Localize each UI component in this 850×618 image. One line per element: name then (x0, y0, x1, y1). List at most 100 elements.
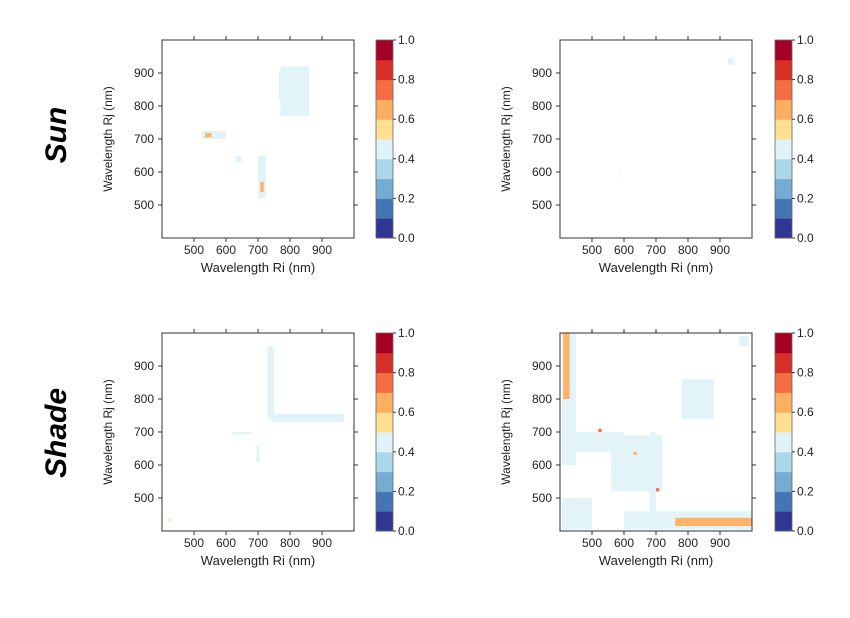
colorbar-tick-label: 0.2 (398, 191, 415, 205)
colorbar-tick-label: 0.8 (398, 366, 415, 380)
x-tick-label: 600 (614, 243, 634, 257)
heatmap-cell (278, 71, 295, 100)
heatmap-cell (256, 445, 260, 462)
colorbar-swatch (775, 178, 792, 199)
colorbar-swatch (775, 40, 792, 61)
x-axis-label: Wavelength Ri (nm) (599, 260, 713, 275)
colorbar-tick-label: 0.2 (797, 191, 814, 205)
y-axis-label: Wavelength Rj (nm) (499, 86, 513, 192)
colorbar-swatch (376, 451, 393, 473)
x-tick-label: 900 (312, 536, 332, 550)
x-axis-label: Wavelength Ri (nm) (201, 553, 315, 568)
heatmap-cell (168, 519, 171, 522)
y-tick-label: 600 (532, 458, 552, 472)
colorbar-swatch (376, 40, 393, 61)
colorbar-swatch (376, 158, 393, 180)
colorbar-tick-label: 0.4 (797, 152, 814, 166)
colorbar-swatch (376, 412, 393, 433)
colorbar-tick-label: 1.0 (797, 326, 814, 340)
colorbar-swatch (775, 139, 792, 160)
heatmap-cell (270, 413, 345, 423)
colorbar-frame (375, 39, 394, 239)
x-tick-label: 500 (184, 536, 204, 550)
colorbar-tick-label: 0.6 (797, 112, 814, 126)
colorbar-tick-label: 0.0 (398, 524, 415, 538)
colorbar-tick-label: 0.2 (797, 484, 814, 498)
y-axis-label: Wavelength Rj (nm) (101, 379, 115, 485)
y-tick-label: 800 (532, 99, 552, 113)
colorbar-swatch (376, 372, 393, 393)
y-tick-label: 600 (134, 165, 154, 179)
y-tick-label: 700 (134, 132, 154, 146)
plot-area (162, 40, 354, 238)
x-tick-label: 500 (582, 536, 602, 550)
colorbar-swatch (775, 451, 792, 473)
heatmap-cell (235, 156, 242, 163)
heatmap-cell (561, 432, 624, 452)
colorbar-tick-label: 0.8 (797, 366, 814, 380)
colorbar-tick-label: 0.4 (398, 445, 415, 459)
x-tick-label: 800 (280, 536, 300, 550)
colorbar-swatch (775, 218, 792, 239)
colorbar-swatch (376, 79, 393, 100)
heatmap-cell (649, 432, 656, 525)
colorbar-tick-label: 0.0 (797, 524, 814, 538)
colorbar-tick-label: 1.0 (797, 33, 814, 47)
colorbar-swatch (775, 158, 792, 180)
y-tick-label: 500 (134, 491, 154, 505)
colorbar-swatch (775, 372, 792, 393)
plot-area (560, 40, 752, 238)
y-tick-label: 600 (134, 458, 154, 472)
y-tick-label: 700 (134, 425, 154, 439)
colorbar-tick-label: 0.6 (797, 405, 814, 419)
colorbar-swatch (376, 352, 393, 374)
colorbar-tick-label: 0.0 (398, 231, 415, 245)
x-tick-label: 500 (582, 243, 602, 257)
heatmap-cell (258, 155, 266, 199)
colorbar-swatch (376, 119, 393, 140)
y-tick-label: 500 (134, 198, 154, 212)
x-tick-label: 700 (646, 243, 666, 257)
colorbar-swatch (376, 333, 393, 354)
heatmap-cell (739, 336, 749, 347)
colorbar-tick-label: 0.6 (398, 112, 415, 126)
colorbar-tick-label: 0.4 (797, 445, 814, 459)
y-tick-label: 800 (134, 99, 154, 113)
heatmap-cell (205, 133, 212, 138)
colorbar-frame (774, 332, 793, 532)
heatmap-cell (681, 379, 714, 419)
colorbar-swatch (376, 178, 393, 199)
colorbar-swatch (376, 471, 393, 492)
y-tick-label: 700 (532, 425, 552, 439)
x-tick-label: 900 (710, 536, 730, 550)
colorbar-tick-label: 0.8 (797, 73, 814, 87)
heatmap-cell (656, 488, 660, 492)
colorbar-swatch (376, 218, 393, 239)
colorbar-swatch (376, 99, 393, 120)
x-tick-label: 600 (216, 243, 236, 257)
heatmap-cell (598, 428, 602, 432)
y-tick-label: 900 (134, 66, 154, 80)
colorbar-swatch (775, 491, 792, 512)
heatmap-cell (232, 432, 252, 435)
colorbar-tick-label: 1.0 (398, 33, 415, 47)
colorbar-swatch (775, 59, 792, 81)
colorbar-tick-label: 0.6 (398, 405, 415, 419)
x-axis-label: Wavelength Ri (nm) (599, 553, 713, 568)
heatmap-cell (675, 517, 752, 527)
x-tick-label: 700 (248, 243, 268, 257)
colorbar-swatch (775, 471, 792, 492)
colorbar-tick-label: 0.0 (797, 231, 814, 245)
x-tick-label: 600 (614, 536, 634, 550)
colorbar-swatch (775, 511, 792, 532)
colorbar-swatch (376, 432, 393, 453)
x-axis-label: Wavelength Ri (nm) (201, 260, 315, 275)
x-tick-label: 700 (248, 536, 268, 550)
colorbar-tick-label: 0.8 (398, 73, 415, 87)
x-tick-label: 900 (312, 243, 332, 257)
colorbar-swatch (775, 352, 792, 374)
colorbar-swatch (775, 198, 792, 219)
x-tick-label: 800 (678, 243, 698, 257)
heatmap-cell (260, 181, 264, 192)
colorbar-swatch (376, 511, 393, 532)
